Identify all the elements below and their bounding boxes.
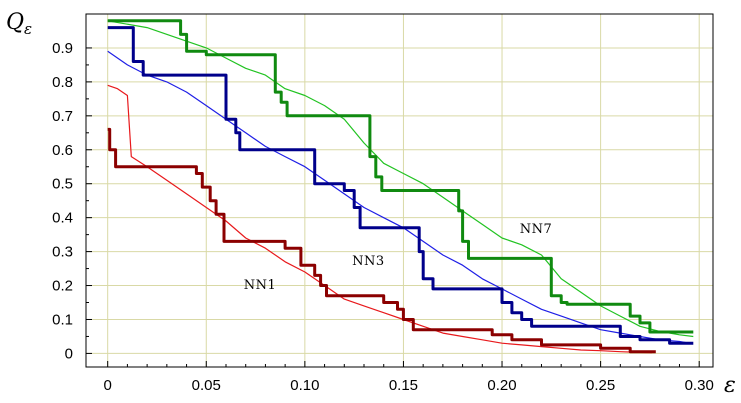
tick-marks [86, 47, 700, 367]
series-line-4 [107, 26, 694, 345]
x-tick-label: 0.15 [389, 377, 418, 394]
y-axis-symbol-sub: ε [24, 20, 32, 38]
y-tick-label: 0.9 [52, 40, 73, 57]
y-tick-label: 0 [65, 345, 73, 362]
x-tick-label: 0.05 [192, 377, 221, 394]
series-line-1 [107, 84, 652, 354]
y-tick-label: 0.5 [52, 176, 73, 193]
y-tick-label: 0.6 [52, 142, 73, 159]
y-tick-label: 0.4 [52, 210, 73, 227]
y-tick-label: 0.3 [52, 244, 73, 261]
series-line-6 [107, 19, 694, 334]
annotation-label: NN7 [520, 222, 553, 237]
x-tick-label: 0.20 [487, 377, 516, 394]
y-axis-symbol-main: Q [6, 10, 24, 35]
series-line-2 [107, 127, 656, 354]
y-axis-symbol: Qε [6, 10, 32, 38]
series-line-3 [107, 50, 690, 344]
y-tick-label: 0.2 [52, 278, 73, 295]
x-tick-label: 0.25 [586, 377, 615, 394]
x-tick-label: 0.30 [685, 377, 714, 394]
plot-frame [85, 13, 714, 368]
tick-labels: 0 0.05 0.10 0.15 0.20 0.25 0.30 0 0.1 0.2 0.3 0.4 0.… [52, 40, 714, 394]
y-tick-label: 0.8 [52, 74, 73, 91]
y-tick-label: 0.7 [52, 108, 73, 125]
annotations: NN1 NN3 NN7 [244, 222, 553, 293]
annotation-label: NN3 [352, 254, 385, 269]
annotation-label: NN1 [244, 278, 277, 293]
x-axis-symbol: ε [724, 373, 736, 398]
series-line-5 [107, 20, 694, 338]
x-tick-label: 0 [104, 377, 112, 394]
x-tick-label: 0.10 [290, 377, 319, 394]
y-tick-label: 0.1 [52, 311, 73, 328]
series-group [107, 19, 694, 354]
grid [86, 14, 713, 367]
